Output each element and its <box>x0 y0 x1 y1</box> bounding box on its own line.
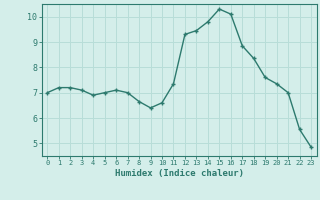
X-axis label: Humidex (Indice chaleur): Humidex (Indice chaleur) <box>115 169 244 178</box>
